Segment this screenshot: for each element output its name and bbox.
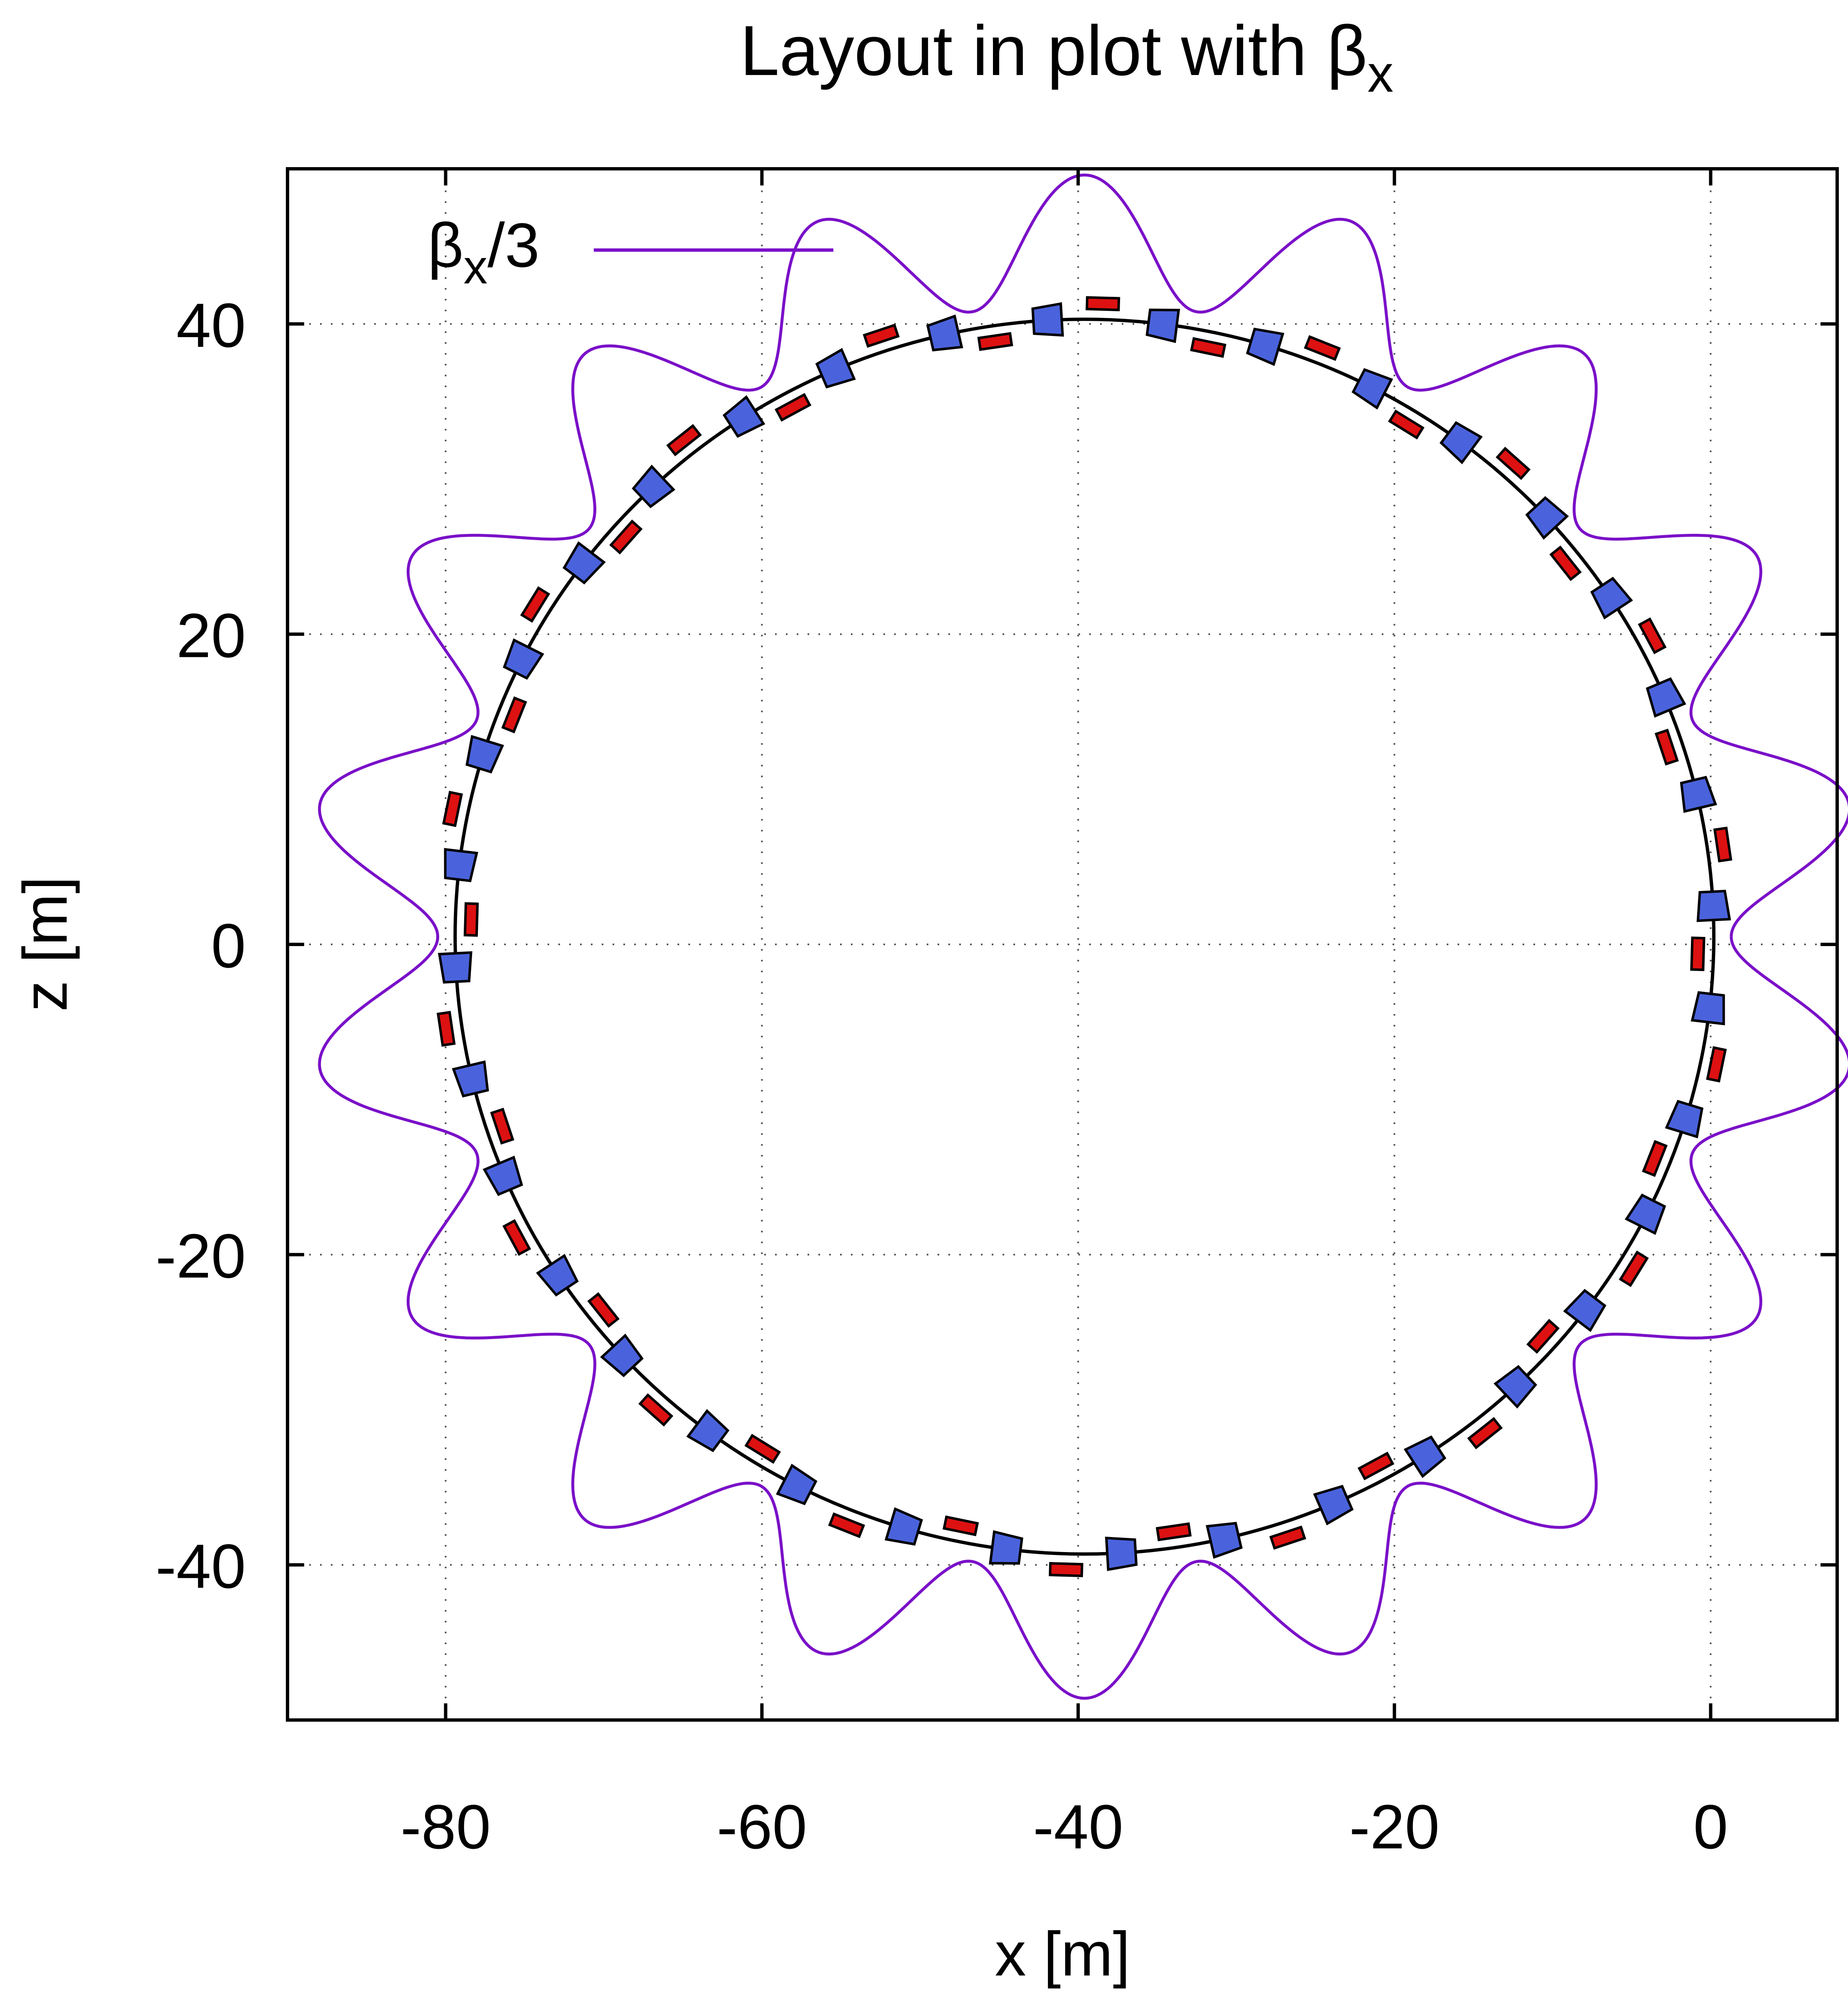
x-tick-label: -60 bbox=[717, 1792, 807, 1862]
ring-layout bbox=[453, 318, 1715, 1556]
x-tick-label: -40 bbox=[1033, 1792, 1123, 1862]
dipole-magnet bbox=[774, 393, 812, 422]
dipole-magnet bbox=[442, 791, 463, 827]
dipole-magnet bbox=[1638, 617, 1667, 654]
dipole-magnet bbox=[501, 696, 527, 734]
chart-title: Layout in plot with βx bbox=[740, 11, 1393, 103]
quadrupole-magnet bbox=[1690, 991, 1725, 1026]
axis-ticks: -80 -60 -40 -20 0 -40 -20 0 20 40 bbox=[155, 169, 1837, 1862]
quadrupole-magnet bbox=[632, 464, 675, 508]
y-tick-label: -20 bbox=[155, 1221, 246, 1291]
dipole-magnet bbox=[744, 1434, 781, 1464]
dipole-magnet bbox=[1190, 337, 1227, 358]
x-axis-label: x [m] bbox=[995, 1919, 1130, 1989]
dipole-magnet bbox=[863, 323, 900, 348]
dipole-magnet bbox=[520, 586, 550, 623]
dipole-magnet bbox=[943, 1515, 979, 1537]
x-tick-label: -20 bbox=[1349, 1792, 1440, 1862]
beta-envelope bbox=[318, 173, 1848, 1700]
quadrupole-magnet bbox=[1105, 1537, 1138, 1571]
dipole-magnet bbox=[1549, 545, 1582, 581]
quadrupole-magnet bbox=[1351, 368, 1393, 410]
dipole-magnet bbox=[1269, 1525, 1306, 1550]
quadrupole-magnet bbox=[1439, 421, 1483, 464]
quadrupole-magnet bbox=[1246, 328, 1285, 366]
y-tick-label: 40 bbox=[176, 290, 246, 360]
legend: βx/3 bbox=[428, 210, 833, 294]
quadrupole-magnet bbox=[686, 1409, 730, 1452]
ring-orbit-line bbox=[453, 318, 1715, 1556]
quadrupole-magnet bbox=[536, 1254, 579, 1297]
quadrupole-magnet bbox=[1696, 889, 1731, 922]
quadrupole-magnet bbox=[1645, 677, 1686, 718]
dipole-magnet bbox=[502, 1219, 531, 1256]
dipole-magnet bbox=[977, 332, 1013, 351]
quadrupole-magnet bbox=[563, 541, 606, 585]
quadrupole-magnet bbox=[444, 848, 478, 882]
quadrupole-magnet bbox=[452, 1060, 489, 1098]
dipole-magnet bbox=[1048, 1562, 1083, 1577]
quadrupole-magnet bbox=[1145, 308, 1180, 343]
y-tick-label: -40 bbox=[155, 1531, 246, 1601]
quadrupole-magnet bbox=[600, 1333, 644, 1377]
quadrupole-magnet bbox=[1563, 1289, 1607, 1332]
dipole-magnet bbox=[1085, 296, 1120, 311]
beta-envelope-line bbox=[318, 173, 1848, 1700]
dipole-magnet bbox=[1642, 1140, 1668, 1177]
quadrupole-magnet bbox=[1525, 496, 1569, 540]
legend-label: βx/3 bbox=[428, 210, 540, 294]
quadrupole-magnet bbox=[1205, 1522, 1243, 1559]
dipole-magnet bbox=[609, 519, 643, 555]
quadrupole-magnet bbox=[503, 638, 545, 680]
x-tick-label: 0 bbox=[1693, 1792, 1728, 1862]
dipole-magnet bbox=[1155, 1522, 1192, 1542]
quadrupole-magnet bbox=[926, 314, 963, 352]
dipole-magnet bbox=[1618, 1250, 1649, 1287]
quadrupole-magnet bbox=[776, 1464, 818, 1505]
dipole-magnet bbox=[1357, 1452, 1395, 1480]
quadrupole-magnet bbox=[438, 951, 473, 984]
quadrupole-magnet bbox=[1665, 1099, 1704, 1139]
quadrupole-magnet bbox=[1625, 1193, 1666, 1235]
dipole-magnet bbox=[1388, 409, 1425, 440]
dipole-magnet bbox=[1304, 335, 1341, 361]
quadrupole-magnet bbox=[1403, 1435, 1447, 1478]
dipole-magnet bbox=[587, 1292, 620, 1328]
quadrupole-magnet bbox=[989, 1530, 1023, 1565]
dipole-magnet bbox=[436, 1011, 456, 1047]
quadrupole-magnet bbox=[884, 1507, 923, 1546]
dipole-magnet bbox=[1654, 729, 1679, 766]
quadrupole-magnet bbox=[1493, 1365, 1538, 1409]
quadrupole-magnet bbox=[483, 1155, 523, 1196]
quadrupole-magnet bbox=[1680, 776, 1717, 813]
dipole-magnet bbox=[1467, 1417, 1503, 1450]
y-tick-label: 0 bbox=[211, 911, 246, 981]
x-tick-label: -80 bbox=[400, 1792, 491, 1862]
dipole-magnet bbox=[666, 424, 702, 456]
y-tick-label: 20 bbox=[176, 601, 246, 671]
dipole-magnet bbox=[1690, 936, 1705, 971]
quadrupole-magnet bbox=[1313, 1485, 1354, 1525]
magnet-layer bbox=[436, 296, 1733, 1577]
dipole-magnet bbox=[1495, 446, 1531, 480]
quadrupole-magnet bbox=[465, 735, 504, 774]
quadrupole-magnet bbox=[723, 395, 765, 438]
dipole-magnet bbox=[1706, 1046, 1727, 1083]
quadrupole-magnet bbox=[815, 348, 856, 389]
y-axis-label: z [m] bbox=[10, 876, 80, 1012]
dipole-magnet bbox=[463, 902, 479, 937]
dipole-magnet bbox=[490, 1107, 515, 1145]
dipole-magnet bbox=[638, 1393, 673, 1427]
quadrupole-magnet bbox=[1031, 302, 1064, 337]
dipole-magnet bbox=[1713, 826, 1733, 863]
dipole-magnet bbox=[1526, 1319, 1560, 1354]
dipole-magnet bbox=[828, 1512, 865, 1538]
quadrupole-magnet bbox=[1590, 576, 1633, 620]
